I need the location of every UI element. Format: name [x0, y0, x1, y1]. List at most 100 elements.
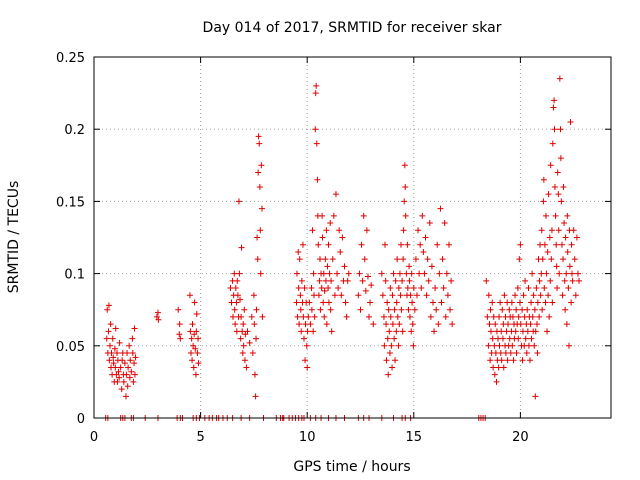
data-point	[399, 328, 406, 335]
data-point	[551, 97, 558, 104]
data-point	[425, 277, 432, 284]
data-point	[571, 256, 578, 263]
data-point	[231, 270, 238, 277]
data-point	[306, 299, 313, 306]
data-point	[500, 364, 507, 371]
data-point	[489, 299, 496, 306]
data-point	[409, 299, 416, 306]
data-point	[356, 270, 363, 277]
data-point	[527, 321, 534, 328]
data-point	[132, 354, 139, 361]
data-point	[317, 306, 324, 313]
data-point	[234, 277, 241, 284]
data-point	[360, 212, 367, 219]
data-point	[387, 285, 394, 292]
data-point	[298, 277, 305, 284]
data-point	[383, 321, 390, 328]
data-point	[553, 263, 560, 270]
data-point	[388, 342, 395, 349]
data-point	[569, 277, 576, 284]
data-point	[155, 316, 162, 323]
data-point	[394, 313, 401, 320]
data-point	[233, 299, 240, 306]
data-point	[305, 313, 312, 320]
data-point	[154, 309, 161, 316]
data-point	[487, 328, 494, 335]
plot-frame	[93, 56, 612, 419]
data-point	[389, 364, 396, 371]
data-point	[251, 371, 258, 378]
data-point	[402, 212, 409, 219]
data-point	[564, 248, 571, 255]
data-point	[445, 241, 452, 248]
data-point	[558, 198, 565, 205]
data-point	[256, 140, 263, 147]
data-point	[568, 299, 575, 306]
data-point	[513, 306, 520, 313]
data-point	[544, 328, 551, 335]
data-point	[529, 313, 536, 320]
data-point	[191, 299, 198, 306]
data-point	[406, 263, 413, 270]
data-point	[525, 285, 532, 292]
data-point	[321, 313, 328, 320]
data-point	[405, 306, 412, 313]
data-point	[326, 270, 333, 277]
data-point	[574, 270, 581, 277]
y-tick-label: 0.15	[56, 195, 85, 210]
data-point	[300, 335, 307, 342]
data-point	[541, 285, 548, 292]
data-point	[519, 357, 526, 364]
data-point	[126, 374, 133, 381]
x-tick-label: 10	[299, 430, 316, 445]
data-point	[499, 306, 506, 313]
data-point	[485, 342, 492, 349]
data-point	[364, 273, 371, 280]
data-point	[410, 285, 417, 292]
data-point	[366, 313, 373, 320]
data-point	[297, 306, 304, 313]
data-point	[410, 342, 417, 349]
data-point	[523, 350, 530, 357]
data-point	[126, 342, 133, 349]
data-point	[443, 270, 450, 277]
data-point	[116, 339, 123, 346]
data-point	[562, 234, 569, 241]
data-point	[424, 256, 431, 263]
data-point	[296, 321, 303, 328]
data-point	[295, 248, 302, 255]
data-point	[545, 292, 552, 299]
x-tick-labels: 0 5 10 15 20	[90, 430, 529, 445]
data-point	[118, 386, 125, 393]
data-point	[495, 364, 502, 371]
data-point	[127, 357, 134, 364]
data-point	[498, 328, 505, 335]
data-point	[341, 263, 348, 270]
data-point	[328, 277, 335, 284]
data-point	[498, 357, 505, 364]
data-point	[402, 183, 409, 190]
data-point	[311, 313, 318, 320]
data-point	[396, 270, 403, 277]
data-point	[515, 313, 522, 320]
data-point	[384, 299, 391, 306]
data-point	[423, 292, 430, 299]
data-point	[528, 335, 535, 342]
data-point	[304, 364, 311, 371]
data-point	[563, 270, 570, 277]
data-point	[240, 342, 247, 349]
data-point	[404, 241, 411, 248]
data-point	[428, 263, 435, 270]
data-point	[322, 277, 329, 284]
data-point	[537, 292, 544, 299]
data-point	[358, 241, 365, 248]
data-point	[484, 313, 491, 320]
data-point	[343, 313, 350, 320]
data-point	[440, 285, 447, 292]
data-point	[124, 383, 131, 390]
data-point	[397, 292, 404, 299]
data-point	[106, 357, 113, 364]
data-point	[441, 220, 448, 227]
data-point	[496, 342, 503, 349]
data-point	[331, 292, 338, 299]
